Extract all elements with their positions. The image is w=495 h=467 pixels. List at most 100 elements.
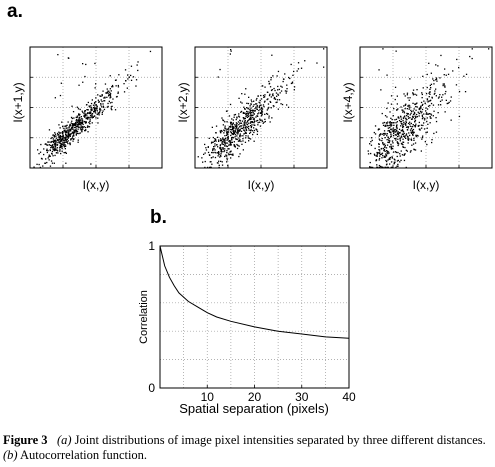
scatter-point [277, 108, 279, 110]
scatter-point [281, 86, 283, 88]
scatter-point [440, 104, 442, 106]
scatter-point [110, 106, 112, 108]
scatter-point [253, 100, 255, 102]
scatter-point [243, 129, 245, 131]
scatter-point [71, 117, 73, 120]
scatter-point [432, 104, 435, 106]
scatter-point [433, 132, 435, 135]
scatter-point [249, 125, 252, 127]
scatter-point [224, 148, 226, 150]
scatter-point [435, 131, 438, 133]
scatter-point [434, 92, 436, 94]
scatter-points [33, 50, 152, 169]
scatter-point [410, 128, 413, 130]
scatter-point [215, 138, 217, 141]
scatter-point [268, 115, 270, 117]
scatter-point [381, 112, 383, 115]
scatter-point [46, 151, 48, 154]
scatter-point [415, 106, 417, 108]
scatter-point [89, 113, 91, 115]
scatter-point [68, 127, 70, 129]
scatter-point [87, 101, 89, 104]
scatter-point [260, 115, 263, 117]
scatter-point [80, 122, 82, 125]
scatter-point [255, 116, 257, 118]
scatter-point [381, 133, 383, 135]
scatter-point [245, 129, 248, 132]
scatter-point [433, 79, 435, 82]
scatter-point [64, 139, 66, 141]
scatter-point [405, 124, 407, 126]
scatter-point [421, 97, 423, 99]
scatter-point [407, 127, 409, 129]
scatter-point [126, 87, 128, 89]
scatter-point [47, 141, 49, 143]
scatter-point [67, 136, 70, 138]
scatter-point [263, 96, 265, 98]
scatter-point [91, 99, 93, 101]
scatter-point [61, 121, 63, 123]
scatter-point [236, 135, 238, 137]
scatter-point [373, 131, 375, 134]
scatter-point [386, 74, 388, 76]
scatter-point [399, 121, 402, 123]
scatter-point [262, 122, 264, 124]
scatter-point [65, 139, 67, 142]
scatter-point [63, 127, 65, 130]
scatter-point [471, 57, 473, 60]
scatter-point [394, 159, 396, 161]
scatter-point [252, 110, 254, 112]
scatter-point [118, 74, 120, 76]
scatter-point [425, 112, 428, 114]
scatter-point [244, 123, 246, 125]
scatter-point [78, 123, 80, 126]
scatter-point [269, 86, 272, 88]
scatter-point [413, 125, 416, 127]
scatter-point [395, 118, 398, 120]
scatter-point [293, 70, 295, 73]
scatter-point [107, 90, 109, 92]
scatter-point [388, 139, 390, 141]
scatter-point [76, 106, 78, 108]
scatter-point [214, 145, 216, 147]
scatter-point [239, 130, 241, 132]
scatter-point [248, 125, 250, 128]
scatter-point [109, 92, 111, 94]
scatter-point [412, 128, 415, 131]
scatter-point [245, 115, 247, 118]
scatter-point [214, 139, 216, 141]
scatter-point [393, 158, 395, 160]
scatter-point [234, 134, 237, 136]
scatter-point [229, 151, 231, 153]
scatter-point [407, 142, 409, 144]
scatter-point [276, 95, 278, 97]
scatter-point [378, 149, 380, 151]
scatter-point [238, 139, 240, 141]
scatter-point [67, 121, 69, 123]
scatter-point [399, 132, 401, 134]
scatter-point [64, 151, 67, 154]
scatter-point [402, 111, 404, 113]
scatter-point [416, 113, 418, 116]
scatter-point [375, 155, 377, 157]
scatter-point [380, 147, 383, 150]
scatter-point [392, 115, 394, 117]
scatter-point [447, 102, 449, 104]
scatter-point [222, 119, 225, 122]
scatter-point [91, 114, 93, 116]
scatter-point [239, 153, 241, 155]
scatter-point [417, 111, 419, 113]
scatter-point [253, 104, 255, 106]
scatter-point [253, 122, 255, 124]
scatter-point [61, 132, 63, 134]
scatter-point [407, 126, 409, 128]
scatter-point [81, 122, 84, 125]
scatter-point [402, 131, 405, 133]
scatter-point [378, 143, 380, 145]
scatter-point [58, 134, 60, 136]
scatter-point [95, 83, 97, 85]
scatter-point [83, 115, 85, 117]
scatter-point [78, 132, 80, 135]
scatter-point [54, 146, 57, 148]
scatter-point [250, 126, 252, 129]
